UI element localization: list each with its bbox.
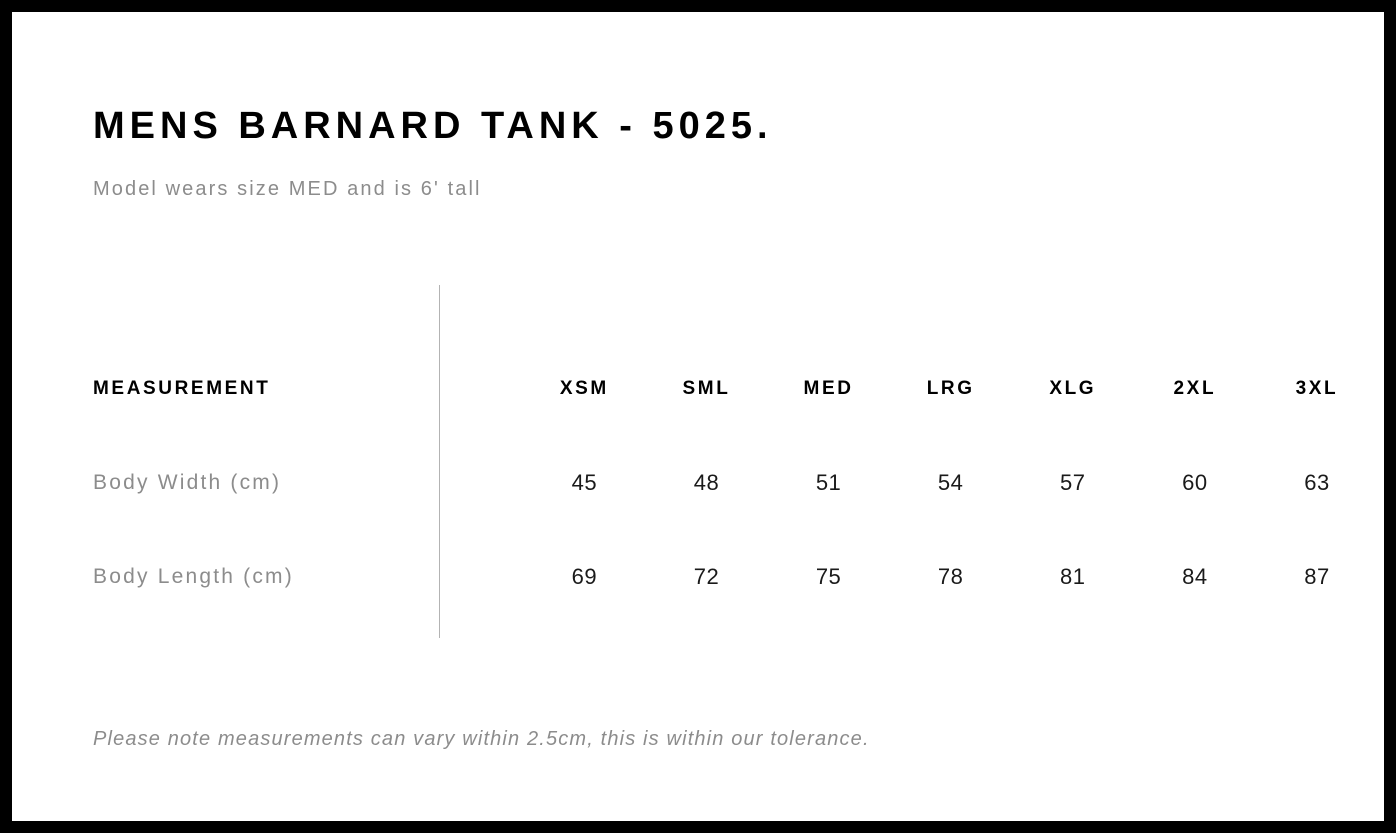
cell-body-length-sml: 72: [693, 564, 720, 589]
cell-body-length-3xl: 87: [1304, 564, 1330, 589]
cell-body-width-sml: 48: [693, 470, 720, 495]
size-chart-card: MENS BARNARD TANK - 5025. Model wears si…: [12, 12, 1384, 821]
row-label-body-length: Body Length (cm): [93, 565, 294, 588]
cell-body-width-3xl: 63: [1304, 470, 1330, 495]
size-table: MEASUREMENT XSM SML MED LRG XLG 2XL 3XL …: [93, 342, 1378, 624]
cell-body-length-med: 75: [815, 564, 842, 589]
column-header-3xl: 3XL: [1295, 378, 1339, 399]
model-note: Model wears size MED and is 6' tall: [93, 177, 482, 200]
table-row: Body Length (cm) 69 72 75 78 81 84 87: [93, 530, 1378, 624]
page-title: MENS BARNARD TANK - 5025.: [93, 105, 773, 147]
column-divider: [439, 285, 440, 638]
column-header-lrg: LRG: [926, 378, 975, 399]
column-header-sml: SML: [682, 378, 731, 399]
column-header-med: MED: [803, 378, 854, 399]
cell-body-width-med: 51: [815, 470, 842, 495]
column-header-2xl: 2XL: [1173, 378, 1217, 399]
cell-body-length-2xl: 84: [1182, 564, 1208, 589]
cell-body-length-xlg: 81: [1060, 564, 1086, 589]
header: MENS BARNARD TANK - 5025. Model wears si…: [93, 105, 1293, 201]
cell-body-length-xsm: 69: [571, 564, 598, 589]
column-header-measurement: MEASUREMENT: [93, 378, 271, 399]
column-header-xlg: XLG: [1049, 378, 1097, 399]
table-row: Body Width (cm) 45 48 51 54 57 60 63: [93, 436, 1378, 530]
table-header-row: MEASUREMENT XSM SML MED LRG XLG 2XL 3XL: [93, 342, 1378, 436]
cell-body-length-lrg: 78: [937, 564, 964, 589]
row-label-body-width: Body Width (cm): [93, 471, 282, 494]
cell-body-width-xlg: 57: [1060, 470, 1086, 495]
cell-body-width-lrg: 54: [937, 470, 964, 495]
column-header-xsm: XSM: [559, 378, 609, 399]
cell-body-width-2xl: 60: [1182, 470, 1208, 495]
cell-body-width-xsm: 45: [571, 470, 598, 495]
tolerance-note: Please note measurements can vary within…: [93, 728, 870, 750]
